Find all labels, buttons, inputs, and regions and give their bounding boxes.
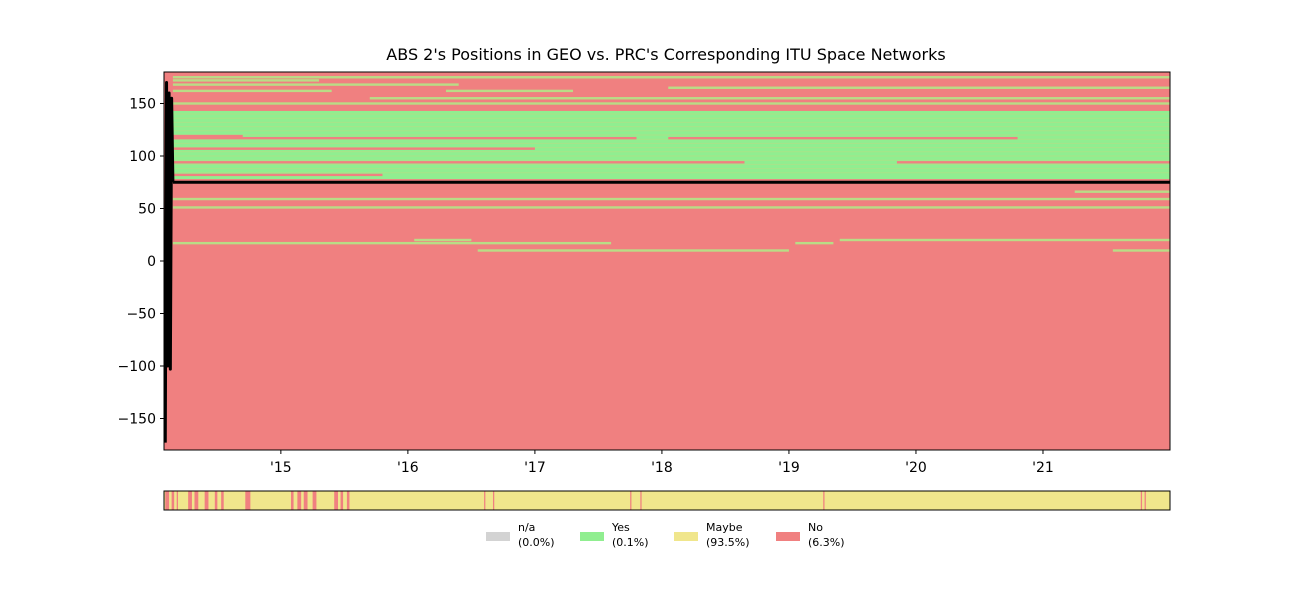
status-strip-segment	[1144, 491, 1146, 510]
y-tick-label: 0	[147, 254, 156, 270]
status-strip-segment	[492, 491, 495, 510]
legend: n/a (0.0%) Yes (0.1%) Maybe (93.5%) No (6.3%)	[486, 521, 845, 549]
legend-label: Maybe	[706, 521, 743, 534]
status-strip-frame	[163, 490, 1171, 511]
status-strip-segment	[221, 491, 224, 510]
network-band	[172, 76, 1170, 79]
status-strip-segment	[484, 491, 486, 510]
status-strip-segment	[176, 491, 178, 510]
network-band	[668, 86, 1170, 89]
network-band	[172, 134, 243, 138]
status-strip-segment	[303, 491, 308, 510]
status-strip-segment	[165, 491, 170, 510]
status-strip-segment	[245, 491, 251, 510]
network-band	[172, 102, 1170, 105]
main-plot-area: 150 100 50 0 −50 −100 −150 '15 '16 '17 '18 '19 '20 '2…	[118, 71, 1171, 476]
network-band	[172, 206, 1170, 209]
y-tick-label: 50	[138, 202, 156, 218]
network-band	[896, 161, 1170, 164]
x-tick-label: '18	[651, 460, 673, 476]
status-strip-segment	[823, 491, 825, 510]
legend-label: Yes	[611, 521, 630, 534]
legend-pct: (0.0%)	[518, 536, 555, 549]
network-band	[172, 161, 745, 164]
x-tick-label: '20	[905, 460, 927, 476]
network-band	[1112, 249, 1170, 252]
y-tick-label: −100	[118, 359, 156, 375]
network-band	[172, 241, 612, 245]
legend-swatch	[674, 532, 698, 541]
network-band	[445, 89, 574, 93]
status-strip-segment	[171, 491, 175, 510]
status-strip-segment	[188, 491, 192, 510]
legend-label: No	[808, 521, 823, 534]
legend-pct: (6.3%)	[808, 536, 845, 549]
network-band	[668, 136, 1018, 140]
y-tick-label: 100	[129, 149, 156, 165]
legend-swatch	[486, 532, 510, 541]
x-tick-label: '17	[524, 460, 546, 476]
legend-pct: (0.1%)	[612, 536, 649, 549]
network-band	[172, 197, 1170, 201]
y-tick-label: −150	[118, 412, 156, 428]
legend-swatch	[776, 532, 800, 541]
network-band	[172, 83, 459, 86]
status-strip-segment	[194, 491, 199, 510]
status-strip-segment	[640, 491, 642, 510]
x-tick-label: '16	[397, 460, 419, 476]
legend-swatch	[580, 532, 604, 541]
status-strip-segment	[291, 491, 294, 510]
x-tick-label: '19	[778, 460, 800, 476]
plot-data-layer	[164, 72, 1170, 450]
status-strip-base	[164, 491, 1170, 510]
status-strip-segment	[346, 491, 350, 510]
network-band	[795, 241, 834, 245]
status-strip-segment	[312, 491, 317, 510]
status-strip-segment	[297, 491, 302, 510]
network-band	[172, 136, 637, 140]
legend-label: n/a	[518, 521, 535, 534]
x-tick-label: '15	[270, 460, 292, 476]
network-band	[839, 238, 1170, 242]
legend-pct: (93.5%)	[706, 536, 750, 549]
network-band	[477, 249, 789, 252]
network-band	[172, 79, 319, 82]
network-band	[369, 97, 1170, 100]
status-strip-segment	[214, 491, 218, 510]
status-strip-segment	[334, 491, 339, 510]
chart-title: ABS 2's Positions in GEO vs. PRC's Corre…	[386, 45, 945, 64]
network-band	[1074, 190, 1170, 193]
network-band	[414, 238, 472, 242]
network-band	[172, 89, 332, 93]
network-band	[172, 173, 383, 177]
status-strip-segment	[1140, 491, 1143, 510]
status-strip-segment	[340, 491, 344, 510]
y-tick-label: −50	[126, 307, 156, 323]
position-track-spike	[164, 81, 175, 443]
x-tick-label: '21	[1032, 460, 1054, 476]
status-strip-segment	[204, 491, 209, 510]
status-strip-segment	[630, 491, 632, 510]
network-band	[172, 147, 535, 150]
y-tick-label: 150	[129, 97, 156, 113]
status-strip	[163, 490, 1171, 511]
